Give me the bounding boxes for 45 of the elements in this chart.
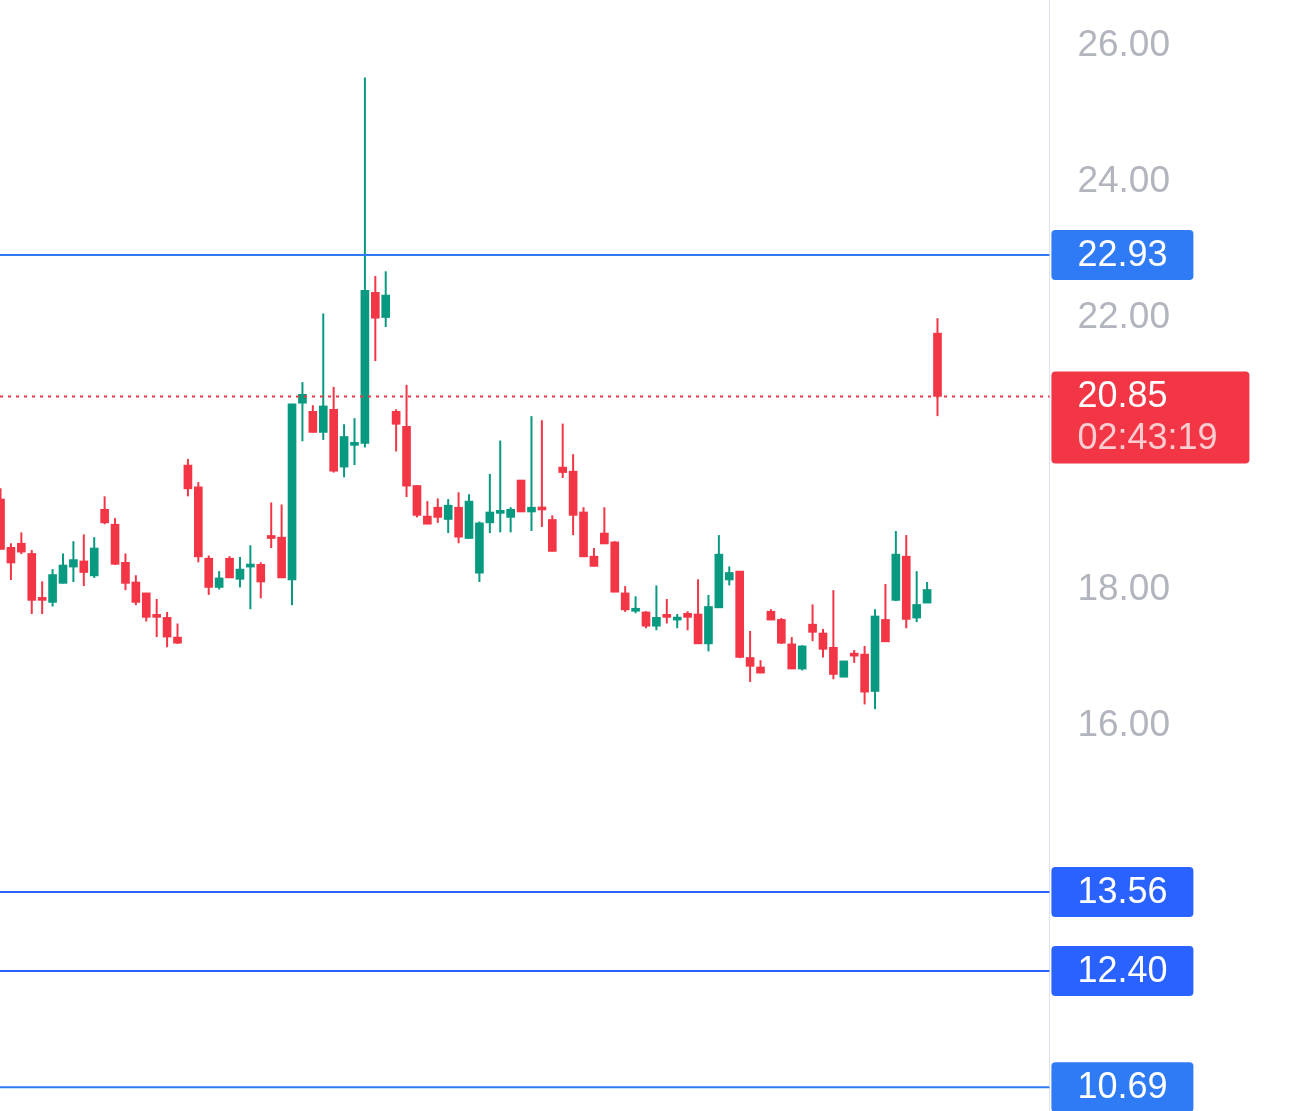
candlestick xyxy=(443,498,453,535)
candlestick xyxy=(527,415,536,533)
y-tick-label: 26.00 xyxy=(1077,23,1170,65)
candlestick xyxy=(818,627,828,659)
candlestick xyxy=(683,610,692,632)
candlestick xyxy=(589,547,599,568)
candlestick xyxy=(162,610,172,649)
candlestick xyxy=(100,495,109,526)
ref-line-label: 12.40 xyxy=(1077,948,1168,990)
candlestick xyxy=(391,408,401,453)
candlestick xyxy=(17,531,26,556)
candlestick xyxy=(6,542,16,581)
candlestick xyxy=(745,629,755,683)
candlestick xyxy=(662,598,672,625)
candlestick xyxy=(298,381,307,443)
candlestick xyxy=(121,552,130,592)
candlestick xyxy=(350,417,359,467)
ref-line-label: 20.85 xyxy=(1077,374,1168,416)
candlestick xyxy=(225,555,234,579)
candlestick xyxy=(131,574,141,607)
candlestick xyxy=(912,570,921,624)
candlestick xyxy=(79,533,89,588)
y-tick-label: 16.00 xyxy=(1077,703,1170,745)
candlestick xyxy=(381,270,391,329)
candlestick xyxy=(235,555,245,589)
candlestick xyxy=(308,404,318,434)
candlestick xyxy=(808,603,817,643)
ref-line-label: 10.69 xyxy=(1077,1065,1168,1107)
candlestick xyxy=(69,540,78,584)
candlestick xyxy=(37,580,47,615)
ref-line-label: 13.56 xyxy=(1077,869,1168,911)
y-tick-label: 24.00 xyxy=(1077,159,1170,201)
candlestick xyxy=(173,622,182,645)
candlestick xyxy=(558,422,568,479)
candlestick xyxy=(485,472,495,535)
y-tick-label: 18.00 xyxy=(1077,567,1170,609)
candlestick xyxy=(652,584,661,632)
candlestick xyxy=(214,570,224,591)
ref-line-label: 22.93 xyxy=(1077,232,1168,274)
candlestick xyxy=(724,565,734,587)
candlestick xyxy=(58,552,68,585)
text: 02:43:19 xyxy=(1077,416,1218,458)
y-tick-label: 22.00 xyxy=(1077,295,1170,337)
candlestick xyxy=(881,583,890,643)
candlestick xyxy=(256,561,266,600)
